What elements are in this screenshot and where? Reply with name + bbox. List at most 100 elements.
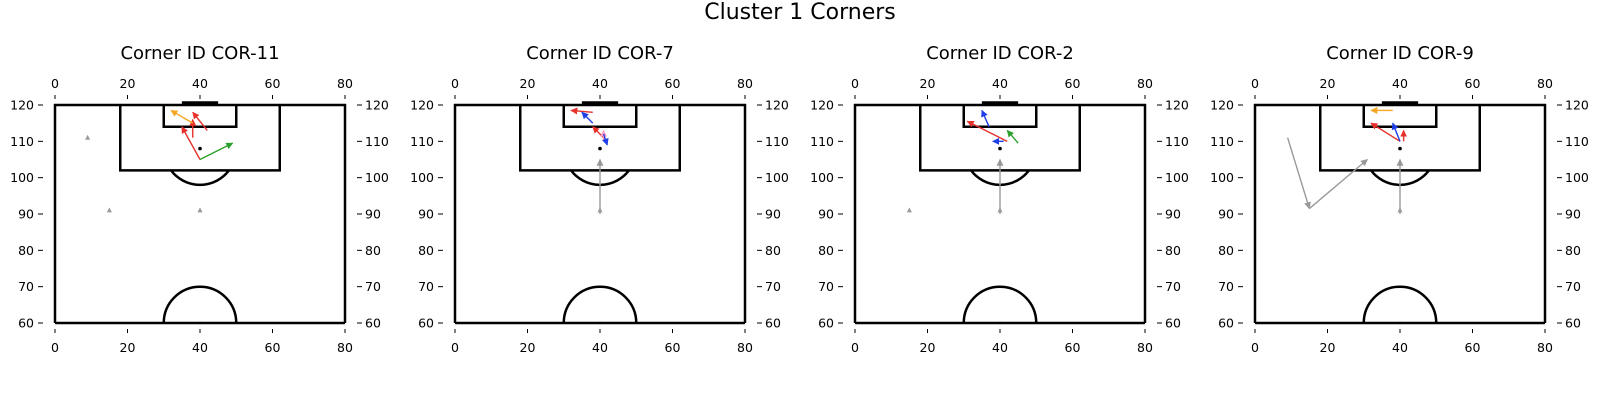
- arrow-blue: [981, 109, 990, 128]
- x-tick-label-top: 40: [192, 76, 208, 91]
- y-tick-label-right: 90: [765, 207, 781, 222]
- x-tick-label-top: 60: [665, 76, 681, 91]
- y-tick-label-left: 100: [10, 170, 34, 185]
- x-tick-label-bottom: 0: [451, 340, 459, 355]
- y-tick-label-left: 70: [1218, 279, 1234, 294]
- x-tick-label-bottom: 60: [1065, 340, 1081, 355]
- x-tick-label-top: 40: [592, 76, 608, 91]
- x-tick-label-bottom: 40: [592, 340, 608, 355]
- y-tick-label-right: 120: [1165, 98, 1189, 113]
- x-tick-label-top: 20: [120, 76, 136, 91]
- y-tick-label-left: 90: [818, 207, 834, 222]
- y-tick-label-right: 120: [365, 98, 389, 113]
- y-tick-label-left: 120: [10, 98, 34, 113]
- y-tick-label-right: 100: [1565, 170, 1589, 185]
- arrow-green: [1006, 129, 1019, 144]
- y-tick-label-right: 70: [1165, 279, 1181, 294]
- player-marker: [197, 207, 203, 213]
- y-tick-label-left: 90: [18, 207, 34, 222]
- y-tick-label-left: 60: [1218, 316, 1234, 331]
- y-tick-label-left: 80: [1218, 243, 1234, 258]
- y-tick-label-right: 60: [365, 316, 381, 331]
- x-tick-label-bottom: 0: [851, 340, 859, 355]
- y-tick-label-right: 90: [1565, 207, 1581, 222]
- y-tick-label-right: 100: [1165, 170, 1189, 185]
- x-tick-label-bottom: 60: [265, 340, 281, 355]
- pitch-outline: [53, 103, 347, 323]
- y-tick-label-left: 100: [410, 170, 434, 185]
- arrow-red: [570, 107, 593, 115]
- y-tick-label-right: 60: [1565, 316, 1581, 331]
- arrow-blue: [581, 111, 594, 124]
- y-tick-label-left: 70: [18, 279, 34, 294]
- x-tick-label-bottom: 40: [192, 340, 208, 355]
- x-tick-label-bottom: 60: [665, 340, 681, 355]
- x-tick-label-top: 80: [1137, 76, 1153, 91]
- arrow-red: [1370, 122, 1401, 142]
- x-tick-label-top: 0: [51, 76, 59, 91]
- centre-circle: [162, 285, 238, 324]
- y-tick-label-right: 80: [365, 243, 381, 258]
- centre-circle: [1362, 285, 1438, 324]
- y-tick-label-left: 110: [810, 134, 834, 149]
- y-tick-label-left: 120: [1210, 98, 1234, 113]
- y-tick-label-right: 70: [1565, 279, 1581, 294]
- x-tick-label-bottom: 20: [920, 340, 936, 355]
- arrow-red: [192, 111, 208, 131]
- x-tick-label-bottom: 40: [1392, 340, 1408, 355]
- y-tick-label-left: 120: [810, 98, 834, 113]
- y-tick-label-left: 70: [818, 279, 834, 294]
- centre-spot: [198, 321, 202, 325]
- x-tick-label-bottom: 80: [737, 340, 753, 355]
- ball-marker: [598, 146, 602, 151]
- y-tick-label-right: 70: [765, 279, 781, 294]
- y-tick-label-left: 100: [1210, 170, 1234, 185]
- y-tick-label-left: 110: [10, 134, 34, 149]
- arrow-blue: [1391, 122, 1401, 142]
- player-marker: [1397, 207, 1403, 213]
- arrow-red: [966, 120, 1008, 142]
- arrow-gray: [1308, 158, 1368, 210]
- x-tick-label-top: 60: [265, 76, 281, 91]
- y-tick-label-right: 100: [365, 170, 389, 185]
- y-tick-label-right: 60: [765, 316, 781, 331]
- arrow-blue: [601, 133, 609, 146]
- x-tick-label-top: 80: [337, 76, 353, 91]
- arrow-green: [199, 142, 234, 161]
- penalty-arc: [170, 169, 230, 187]
- six-yard-box: [1362, 105, 1438, 129]
- x-tick-label-bottom: 0: [51, 340, 59, 355]
- x-tick-label-bottom: 0: [1251, 340, 1259, 355]
- y-tick-label-left: 110: [1210, 134, 1234, 149]
- ball-marker: [998, 146, 1002, 151]
- y-tick-label-left: 60: [18, 316, 34, 331]
- x-tick-label-top: 40: [992, 76, 1008, 91]
- x-tick-label-bottom: 80: [337, 340, 353, 355]
- penalty-box: [119, 105, 281, 172]
- arrow-gray: [1286, 137, 1311, 210]
- panel-3: Corner ID COR-2 0 0 20 20 40 40 60 60 80 80 60 60 70 7…: [810, 43, 1189, 355]
- y-tick-label-left: 100: [810, 170, 834, 185]
- x-tick-label-top: 80: [1537, 76, 1553, 91]
- figure-title: Cluster 1 Corners: [704, 0, 896, 25]
- x-tick-label-bottom: 20: [520, 340, 536, 355]
- y-tick-label-left: 80: [18, 243, 34, 258]
- x-tick-label-top: 20: [520, 76, 536, 91]
- player-marker: [597, 207, 603, 213]
- y-tick-label-right: 120: [1565, 98, 1589, 113]
- y-tick-label-left: 90: [1218, 207, 1234, 222]
- x-tick-label-top: 0: [851, 76, 859, 91]
- y-tick-label-right: 100: [765, 170, 789, 185]
- y-tick-label-right: 110: [1165, 134, 1189, 149]
- x-tick-label-top: 0: [1251, 76, 1259, 91]
- y-tick-label-right: 80: [765, 243, 781, 258]
- y-tick-label-left: 80: [818, 243, 834, 258]
- y-tick-label-right: 70: [365, 279, 381, 294]
- y-tick-label-right: 110: [1565, 134, 1589, 149]
- arrow-red: [181, 126, 201, 160]
- x-tick-label-top: 20: [920, 76, 936, 91]
- panel-4: Corner ID COR-9 0 0 20 20 40 40 60 60 80 80 60 60 70 7…: [1210, 43, 1589, 355]
- x-tick-label-top: 40: [1392, 76, 1408, 91]
- x-tick-label-bottom: 20: [120, 340, 136, 355]
- centre-spot: [1398, 321, 1402, 325]
